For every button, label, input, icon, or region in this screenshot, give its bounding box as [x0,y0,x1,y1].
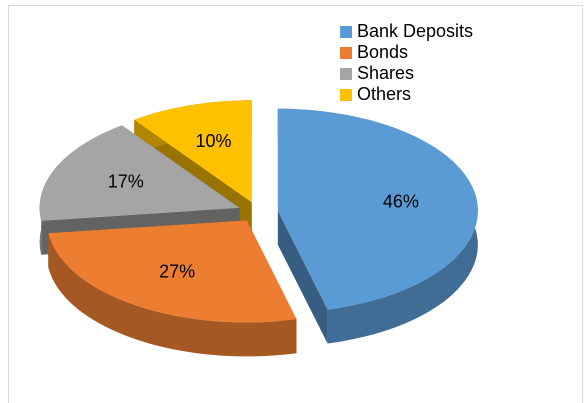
slice-side [48,233,297,357]
slice [39,125,240,221]
data-label: 10% [195,131,231,151]
legend-swatch [340,26,352,38]
legend-swatch [340,68,352,80]
legend-label: Bank Deposits [357,21,473,41]
data-label: 27% [159,261,195,281]
data-label: 17% [108,172,144,192]
slice [48,220,297,323]
legend-label: Bonds [357,42,408,62]
legend-swatch [340,89,352,101]
legend-label: Shares [357,63,414,83]
pie [39,100,478,357]
data-labels: 46% 27% 17% 10% [108,131,419,282]
slice [277,108,478,310]
data-label: 46% [383,192,419,212]
legend-swatch [340,47,352,59]
slice-wall [277,210,328,344]
legend-label: Others [357,84,411,104]
slice [134,100,252,203]
